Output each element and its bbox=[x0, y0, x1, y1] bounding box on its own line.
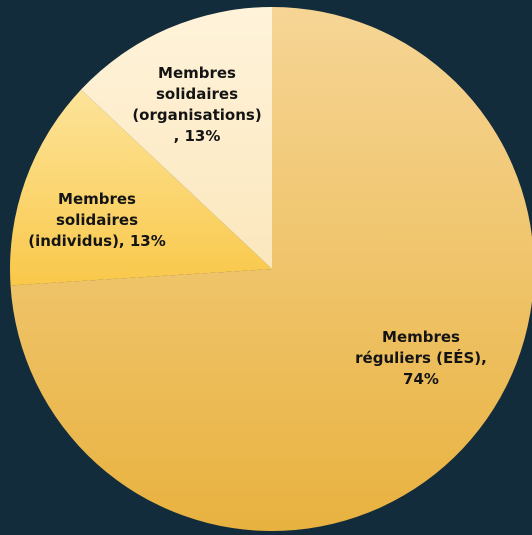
pie-slice-label-1: Membres réguliers (EÉS), 74% bbox=[355, 328, 487, 388]
pie-slice-label-2: Membres solidaires (individus), 13% bbox=[28, 190, 166, 250]
pie-slice-label-3: Membres solidaires (organisations) , 13% bbox=[132, 64, 261, 145]
pie-slice-2 bbox=[10, 89, 273, 286]
pie-slice-label-line: Membres bbox=[158, 64, 236, 82]
pie-slice-label-line: réguliers (EÉS), bbox=[355, 348, 487, 367]
pie-slice-label-line: (individus), 13% bbox=[28, 232, 166, 250]
pie-slice-1 bbox=[10, 7, 532, 531]
pie-slice-label-line: (organisations) bbox=[132, 106, 261, 124]
pie-slice-label-line: solidaires bbox=[56, 211, 138, 229]
pie-slice-label-line: , 13% bbox=[174, 127, 221, 145]
pie-slice-3 bbox=[81, 7, 272, 269]
pie-slice-label-line: solidaires bbox=[156, 85, 238, 103]
pie-slices bbox=[10, 7, 532, 531]
pie-labels: Membres réguliers (EÉS), 74% Membres solidai… bbox=[28, 64, 487, 388]
pie-slice-label-line: Membres bbox=[58, 190, 136, 208]
pie-slice-label-line: 74% bbox=[403, 370, 439, 388]
pie-slice-label-line: Membres bbox=[382, 328, 460, 346]
